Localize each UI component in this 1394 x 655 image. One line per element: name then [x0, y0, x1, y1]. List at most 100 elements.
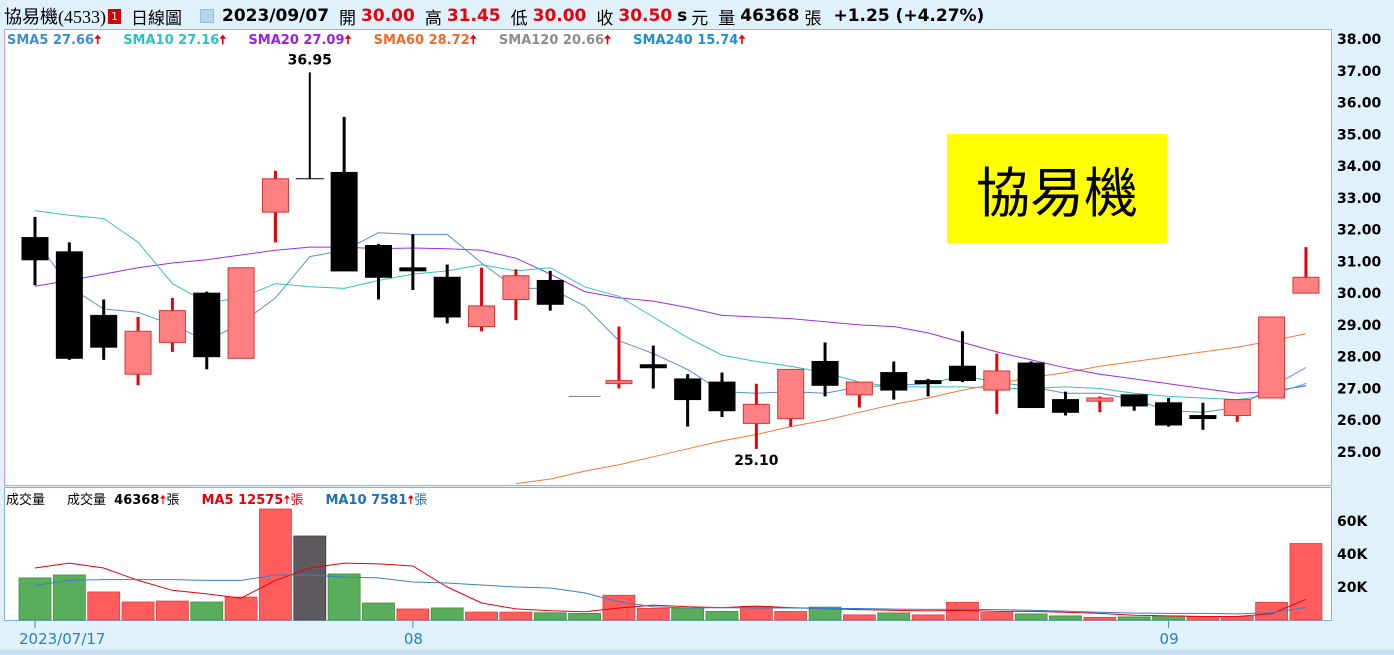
ma-legend-item[interactable]: SMA60 28.72🠅	[374, 31, 477, 53]
volume-bar	[465, 611, 498, 621]
candle-body	[948, 365, 976, 382]
volume-bar	[18, 577, 52, 621]
volume-bar	[1255, 601, 1288, 621]
volume-legend-total: 成交量 46368🠅張	[67, 489, 180, 513]
ma-legend-value: SMA20 27.09	[248, 33, 345, 48]
volume-legend-value: 46368	[114, 493, 160, 508]
candle-body	[1086, 397, 1114, 402]
volume-bar	[499, 611, 533, 621]
price-tick-label: 28.00	[1337, 350, 1382, 366]
sma60-line	[515, 333, 1307, 485]
price-tick-label: 38.00	[1337, 32, 1382, 48]
volume-tick-label: 60K	[1337, 514, 1368, 530]
candle-body	[1292, 276, 1320, 294]
price-tick-label: 36.00	[1337, 96, 1382, 112]
volume-ma5-line	[34, 562, 1307, 617]
candle-body	[1155, 402, 1183, 426]
candle-body	[1017, 362, 1045, 409]
price-tick-label: 34.00	[1337, 159, 1382, 175]
ma-legend-item[interactable]: SMA120 20.66🠅	[499, 31, 611, 53]
candle-body	[1052, 399, 1079, 413]
candle-body	[777, 368, 805, 420]
high-label: 高	[424, 8, 442, 29]
volume-bar	[1049, 615, 1082, 621]
volume-legend: 成交量 成交量 46368🠅張 MA5 12575🠅張 MA10 7581🠅張	[6, 489, 449, 513]
ma-legend: SMA5 27.66🠅 SMA10 27.16🠅 SMA20 27.09🠅 SMA60…	[7, 31, 767, 53]
close-suffix: s	[677, 6, 688, 26]
close-value: 30.50	[618, 6, 673, 26]
price-tick-label: 30.00	[1337, 286, 1382, 302]
volume-bar	[1117, 616, 1151, 621]
candle-body	[399, 267, 427, 272]
volume-bar	[808, 606, 842, 621]
volume-bar	[1014, 613, 1048, 621]
candle-body	[227, 267, 255, 359]
candle-body	[124, 330, 152, 375]
date-label: 2023/07/17	[19, 630, 105, 648]
low-label: 低	[510, 8, 528, 29]
candle-body	[914, 380, 942, 385]
ma-legend-item[interactable]: SMA5 27.66🠅	[7, 31, 101, 53]
open-label: 開	[339, 8, 357, 29]
close-label: 收	[596, 8, 614, 29]
bottom-toolbar[interactable]	[0, 650, 1394, 655]
volume-bar	[1186, 616, 1220, 621]
high-value: 31.45	[446, 6, 501, 26]
ma-legend-value: SMA10 27.16	[123, 33, 220, 48]
currency: 元	[691, 8, 709, 29]
volume-tick-label: 40K	[1337, 547, 1368, 563]
price-change: +1.25 (+4.27%)	[833, 6, 985, 26]
volume-bar	[636, 607, 670, 621]
price-tick-label: 25.00	[1337, 445, 1382, 461]
candle-body	[674, 378, 702, 401]
arrow-up-icon: 🠅	[344, 33, 352, 48]
candle-body	[742, 403, 770, 424]
ma-legend-item[interactable]: SMA240 15.74🠅	[633, 31, 745, 53]
volume-bar	[396, 608, 430, 621]
option-checkbox[interactable]	[200, 9, 214, 23]
ma-legend-value: SMA240 15.74	[633, 33, 739, 48]
candle-body	[536, 279, 564, 305]
arrow-up-icon: 🠅	[469, 33, 477, 48]
volume-bar	[533, 612, 567, 621]
ma-legend-item[interactable]: SMA10 27.16🠅	[123, 31, 226, 53]
volume-bar	[52, 574, 86, 621]
alert-badge[interactable]: 1	[108, 8, 121, 24]
volume-bar	[705, 611, 739, 621]
price-tick-label: 31.00	[1337, 254, 1382, 270]
volume-unit: 張	[166, 493, 180, 508]
price-panel	[4, 29, 1332, 486]
chart-type[interactable]: 日線圖	[131, 8, 182, 29]
candle-body	[811, 360, 839, 386]
stock-name: 協易機(4533)	[4, 7, 106, 27]
candle-body	[468, 305, 496, 328]
volume-bar	[774, 611, 808, 621]
candle-body	[502, 275, 530, 301]
volume-panel-title: 成交量	[6, 493, 46, 508]
arrow-up-icon: 🠅	[604, 33, 612, 48]
price-tick-label: 27.00	[1337, 381, 1382, 397]
candle-body	[708, 381, 736, 412]
volume-unit: 張	[290, 493, 304, 508]
arrow-up-icon: 🠅	[159, 493, 167, 508]
volume-bar	[877, 612, 911, 621]
candle-body	[21, 237, 49, 261]
candle-body	[55, 251, 83, 359]
price-tick-label: 29.00	[1337, 318, 1382, 334]
candle-body	[433, 276, 461, 318]
volume-bar	[293, 535, 327, 621]
candle-body	[1189, 415, 1217, 420]
price-annotation: 25.10	[734, 453, 779, 469]
price-annotation: 36.95	[288, 52, 332, 68]
candle-body	[983, 370, 1011, 391]
arrow-up-icon: 🠅	[94, 33, 102, 48]
open-value: 30.00	[361, 6, 415, 26]
volume-ma10-value: MA10 7581	[325, 493, 408, 508]
ma-legend-value: SMA60 28.72	[373, 33, 470, 48]
candle-body	[1120, 394, 1148, 407]
volume-ma10-legend: MA10 7581🠅張	[325, 489, 427, 513]
volume-bar	[362, 602, 395, 621]
candle-body	[158, 310, 186, 343]
ma-legend-item[interactable]: SMA20 27.09🠅	[248, 31, 351, 53]
